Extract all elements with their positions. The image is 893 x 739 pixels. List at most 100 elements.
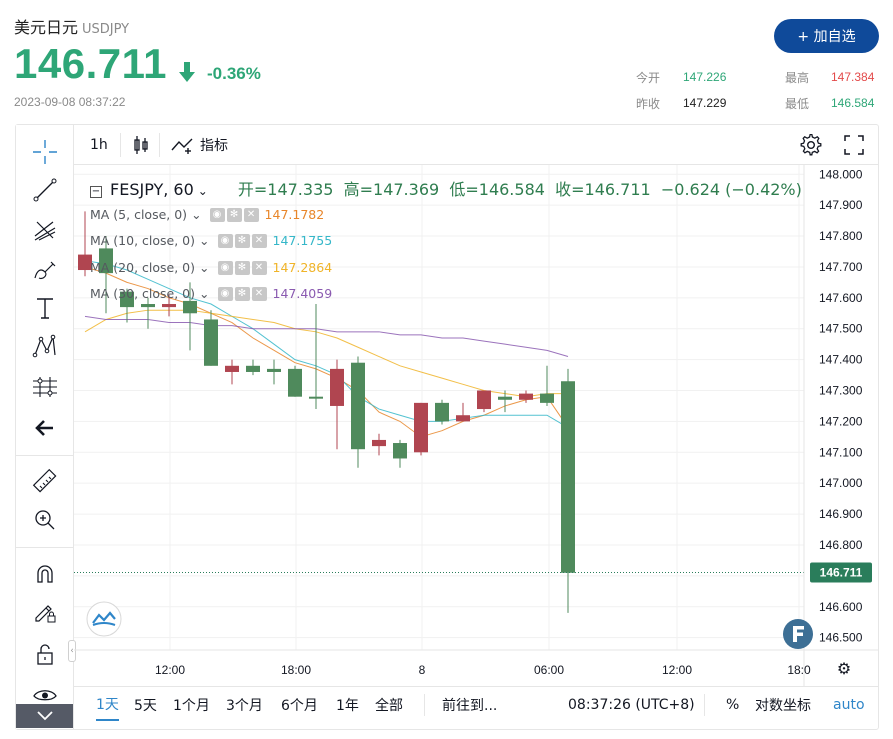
percent-scale-toggle[interactable]: %	[726, 697, 740, 713]
time-tick-label: 06:00	[534, 663, 564, 677]
close-icon[interactable]: ✕	[251, 260, 267, 275]
interval-selector[interactable]: 1h	[90, 137, 108, 153]
legend-high: 高=147.369	[343, 180, 440, 199]
eye-icon[interactable]: ◉	[217, 233, 233, 248]
range-5d[interactable]: 5天	[134, 698, 157, 714]
chevron-down-icon[interactable]: ⌄	[199, 260, 210, 275]
collapse-toolbar-handle[interactable]: ‹	[68, 640, 76, 662]
price-tick-label: 147.300	[819, 384, 863, 398]
candle-body	[204, 319, 218, 366]
time-tick-label: 8	[419, 663, 426, 677]
f-logo-icon	[783, 619, 813, 649]
text-tool[interactable]	[28, 293, 62, 323]
price-tick-label: 147.400	[819, 353, 863, 367]
back-tool[interactable]	[28, 413, 62, 443]
candle-body	[351, 362, 365, 450]
candle-body	[120, 291, 134, 308]
gear-icon[interactable]: ✻	[234, 260, 250, 275]
current-price-tag: 146.711	[810, 562, 872, 583]
pattern-tool[interactable]	[28, 332, 62, 362]
toolbar-scroll-down-button[interactable]	[16, 704, 73, 728]
price-tick-label: 147.500	[819, 322, 863, 336]
eye-icon[interactable]: ◉	[217, 286, 233, 301]
candle-body	[540, 393, 554, 403]
range-1y[interactable]: 1年	[336, 698, 359, 714]
candle-body	[414, 402, 428, 453]
ma-label: MA (20, close, 0)	[90, 260, 196, 275]
indicators-icon	[171, 138, 193, 154]
visibility-tool[interactable]	[28, 680, 62, 710]
chart-legend: − FESJPY, 60 ⌄ 开=147.335 高=147.369 低=146.58…	[90, 176, 802, 200]
axis-settings-icon[interactable]: ⚙	[837, 659, 851, 678]
chevron-down-icon[interactable]: ⌄	[191, 207, 202, 222]
pattern-icon	[32, 334, 56, 358]
candle-body	[267, 368, 281, 372]
price-chart[interactable]: 148.000 147.900 147.800 147.700 147.600 147.5…	[74, 165, 878, 686]
auto-scale-toggle[interactable]: auto	[833, 697, 865, 713]
trend-line-tool[interactable]	[28, 175, 62, 205]
indicators-button[interactable]: 指标	[170, 125, 228, 165]
time-tick-label: 12:00	[662, 663, 692, 677]
prediction-icon	[33, 377, 57, 397]
range-all[interactable]: 全部	[375, 698, 403, 714]
gear-icon[interactable]: ✻	[226, 207, 242, 222]
settings-gear-icon[interactable]	[800, 134, 822, 156]
ma-legend-row[interactable]: MA (20, close, 0) ⌄ ◉ ✻ ✕ 147.2864	[90, 260, 332, 275]
toolbar-divider	[159, 133, 160, 157]
candle-body	[78, 254, 92, 271]
ma-legend-row[interactable]: MA (5, close, 0) ⌄ ◉ ✻ ✕ 147.1782	[90, 207, 324, 222]
range-3m[interactable]: 3个月	[226, 698, 263, 714]
drawing-toolbar: ‹	[16, 125, 76, 729]
log-scale-toggle[interactable]: 对数坐标	[755, 698, 811, 714]
candle-body	[225, 365, 239, 372]
eye-icon	[33, 690, 57, 701]
ruler-tool[interactable]	[28, 466, 62, 496]
range-6m[interactable]: 6个月	[281, 698, 318, 714]
crosshair-tool[interactable]	[28, 137, 62, 167]
time-axis: 12:00 18:00 8 06:00 12:00 18:0 ⚙	[155, 659, 851, 678]
goto-date-button[interactable]: 前往到...	[442, 698, 498, 714]
gear-icon[interactable]: ✻	[234, 233, 250, 248]
legend-symbol[interactable]: FESJPY, 60	[110, 180, 194, 199]
ma-label: MA (10, close, 0)	[90, 233, 196, 248]
clock-timezone[interactable]: 08:37:26 (UTC+8)	[568, 697, 695, 713]
zoom-tool[interactable]	[28, 505, 62, 535]
close-icon[interactable]: ✕	[243, 207, 259, 222]
low-label: 最低	[785, 97, 810, 111]
price-tick-label: 147.000	[819, 476, 863, 490]
lock-drawing-tool[interactable]	[28, 597, 62, 627]
ma-legend-row[interactable]: MA (10, close, 0) ⌄ ◉ ✻ ✕ 147.1755	[90, 233, 332, 248]
price-tick-label: 146.500	[819, 631, 863, 645]
range-1m[interactable]: 1个月	[173, 698, 210, 714]
price-tick-label: 147.600	[819, 291, 863, 305]
price-tick-label: 147.700	[819, 260, 863, 274]
ma-value: 147.4059	[272, 286, 333, 301]
tradingview-logo-icon[interactable]	[86, 601, 122, 637]
magnet-tool[interactable]	[28, 559, 62, 589]
candle-type-icon[interactable]	[132, 135, 150, 155]
candle-body	[372, 439, 386, 447]
eye-icon[interactable]: ◉	[209, 207, 225, 222]
prediction-tool[interactable]	[28, 372, 62, 402]
chevron-down-icon[interactable]: ⌄	[199, 233, 210, 248]
chart-widget	[15, 124, 879, 730]
fib-tool[interactable]	[28, 215, 62, 245]
candle-body	[393, 443, 407, 459]
gear-icon[interactable]: ✻	[234, 286, 250, 301]
ma-legend-row[interactable]: MA (30, close, 0) ⌄ ◉ ✻ ✕ 147.4059	[90, 286, 332, 301]
unlock-tool[interactable]	[28, 639, 62, 669]
close-icon[interactable]: ✕	[251, 286, 267, 301]
brush-tool[interactable]	[28, 255, 62, 285]
unlock-icon	[37, 644, 53, 665]
eye-icon[interactable]: ◉	[217, 260, 233, 275]
candle-body	[561, 381, 575, 573]
legend-change: −0.624 (−0.42%)	[660, 180, 802, 199]
add-watchlist-button[interactable]: + 加自选	[774, 19, 879, 53]
time-tick-label: 12:00	[155, 663, 185, 677]
collapse-legend-icon[interactable]: −	[90, 186, 102, 198]
range-1d[interactable]: 1天	[96, 689, 119, 721]
fullscreen-icon[interactable]	[844, 135, 864, 155]
close-icon[interactable]: ✕	[251, 233, 267, 248]
chevron-down-icon[interactable]: ⌄	[199, 286, 210, 301]
chevron-down-icon[interactable]: ⌄	[197, 184, 208, 198]
